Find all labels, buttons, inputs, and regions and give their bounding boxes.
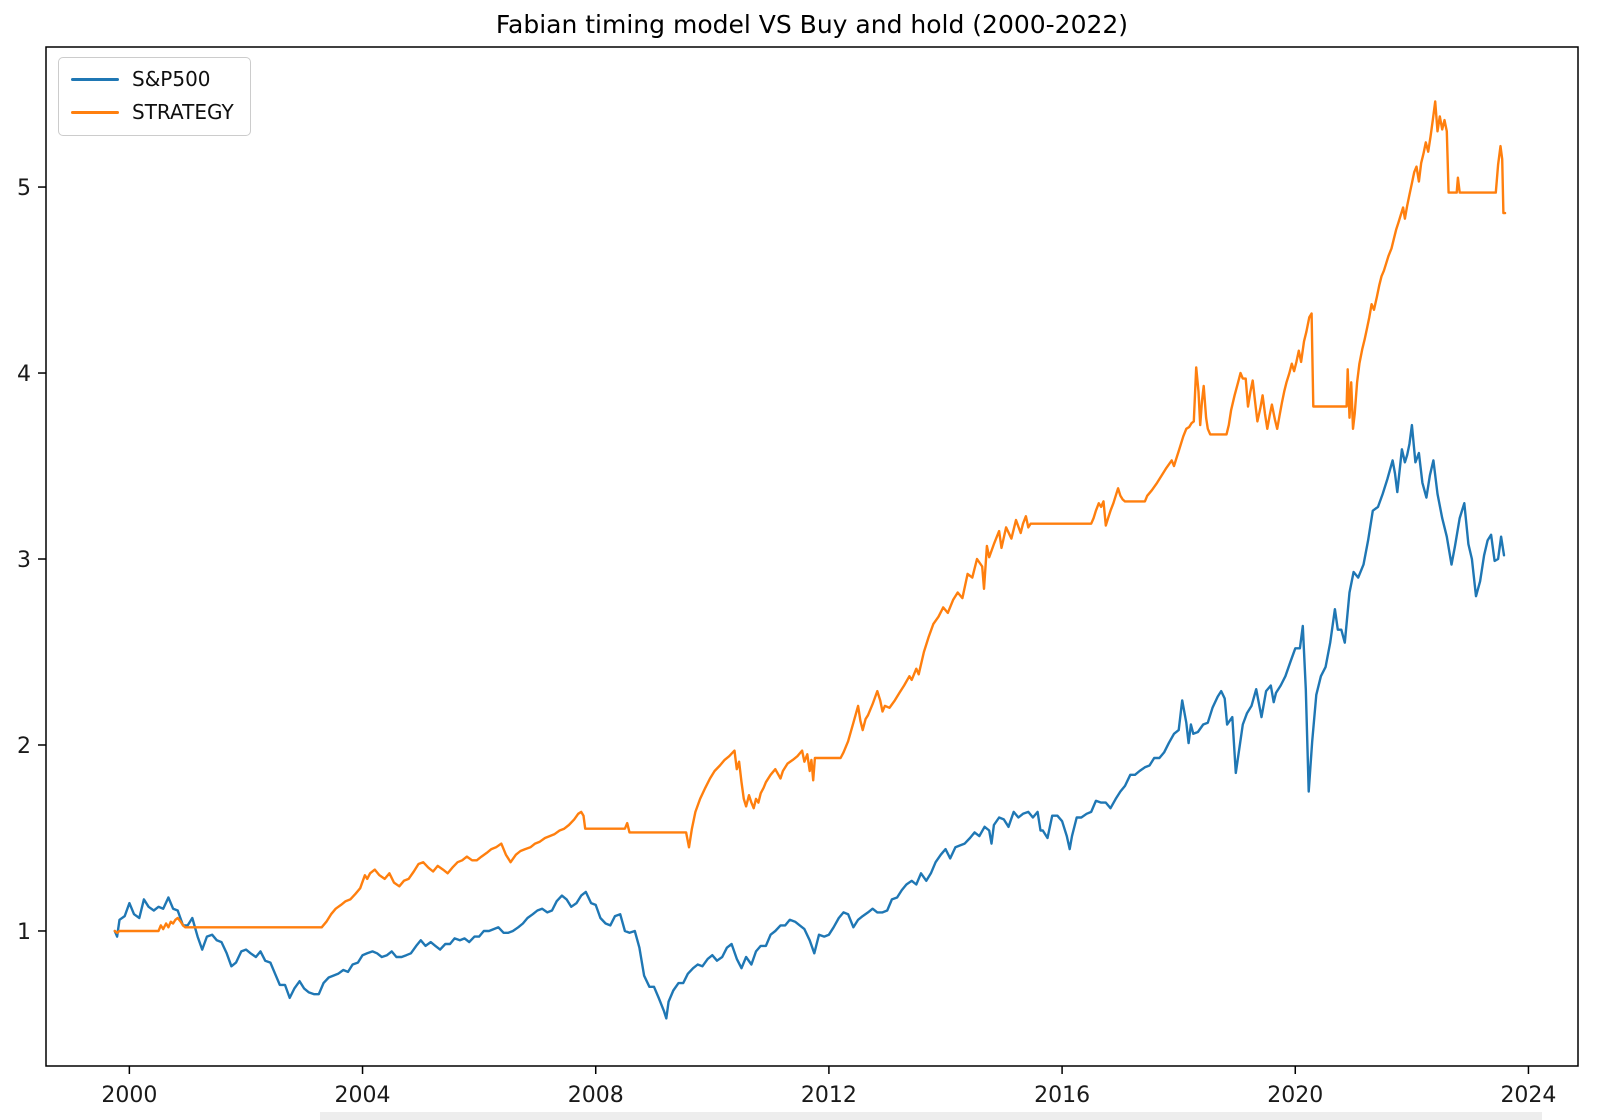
x-tick-label: 2020 (1267, 1083, 1323, 1108)
y-tick-label: 3 (17, 548, 31, 573)
legend-item-strategy: STRATEGY (71, 102, 234, 122)
x-tick-label: 2000 (101, 1083, 157, 1108)
legend-item-sp500: S&P500 (71, 69, 234, 89)
x-tick-label: 2008 (568, 1083, 624, 1108)
x-tick-label: 2024 (1500, 1083, 1556, 1108)
x-tick-label: 2012 (801, 1083, 857, 1108)
x-tick-label: 2004 (335, 1083, 391, 1108)
window-edge-strip (320, 1112, 1542, 1120)
sp500-line (113, 423, 1506, 1020)
y-tick-label: 2 (17, 734, 31, 759)
y-tick-label: 1 (17, 920, 31, 945)
plot-frame (45, 46, 1579, 1067)
legend-label-strategy: STRATEGY (132, 100, 234, 124)
y-tick-label: 5 (17, 176, 31, 201)
chart-title: Fabian timing model VS Buy and hold (200… (495, 10, 1129, 39)
strategy-line (113, 100, 1507, 934)
legend: S&P500 STRATEGY (58, 57, 251, 136)
x-tick-label: 2016 (1034, 1083, 1090, 1108)
y-tick-label: 4 (17, 362, 31, 387)
legend-label-sp500: S&P500 (132, 67, 211, 91)
sp500-line-swatch-icon (71, 77, 119, 81)
strategy-line-swatch-icon (71, 110, 119, 114)
